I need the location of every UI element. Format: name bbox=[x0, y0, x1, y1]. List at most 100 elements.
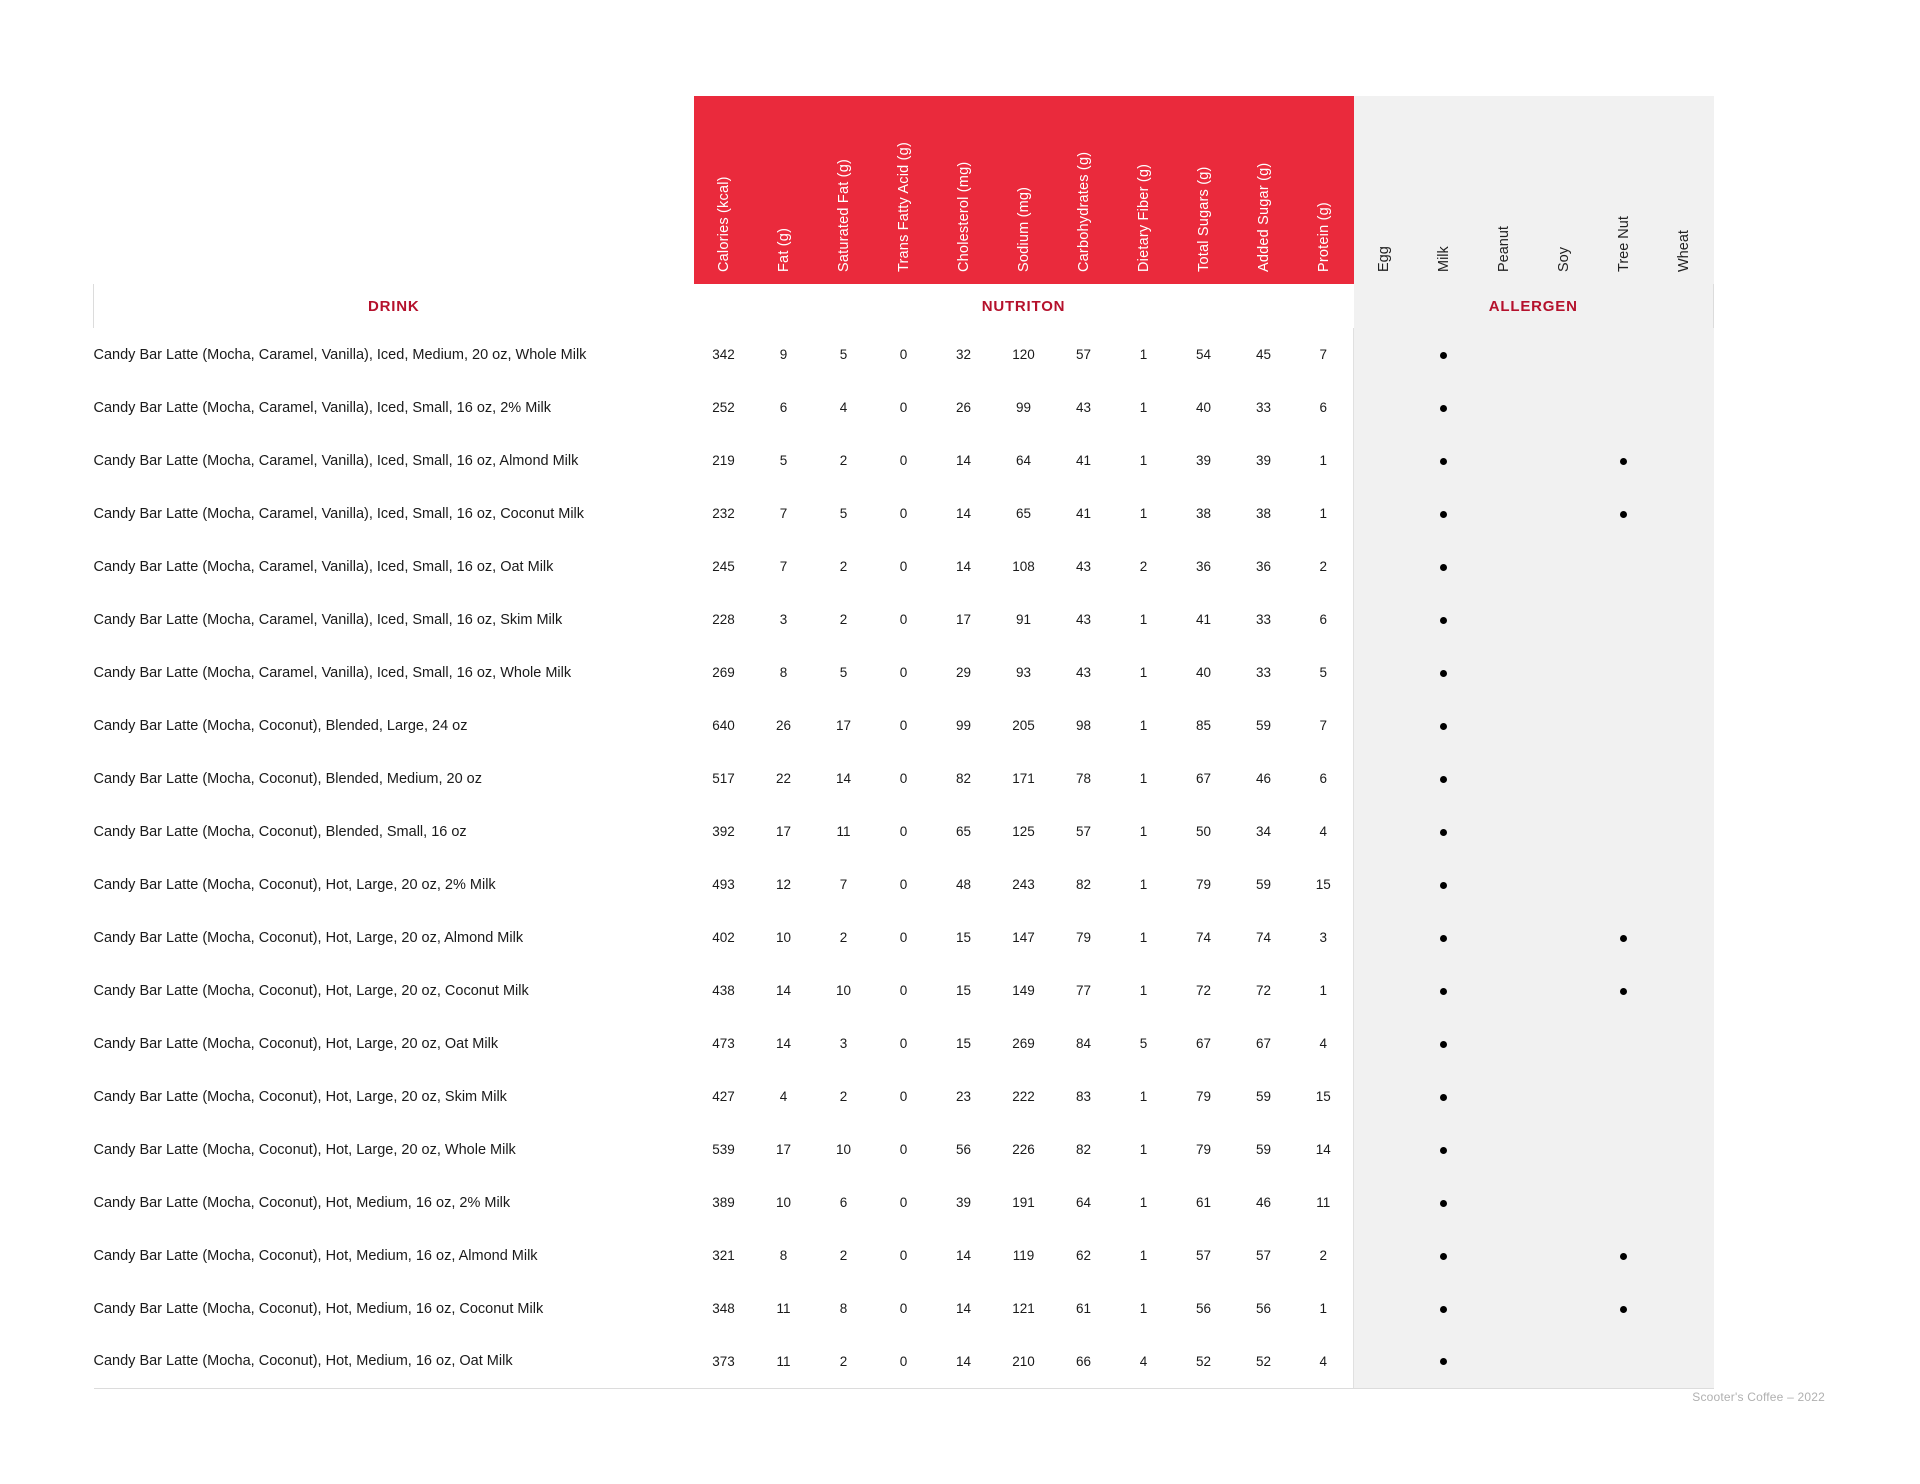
nutrition-value-cell: 4 bbox=[1293, 805, 1354, 858]
allergen-dot-icon bbox=[1440, 1040, 1447, 1048]
nutrition-value-cell: 3 bbox=[1293, 911, 1354, 964]
nutrition-value-cell: 205 bbox=[993, 699, 1054, 752]
allergen-cell bbox=[1533, 1123, 1594, 1176]
allergen-cell bbox=[1353, 328, 1414, 381]
nutrition-value-cell: 0 bbox=[873, 1017, 934, 1070]
allergen-cell bbox=[1593, 381, 1654, 434]
allergen-cell bbox=[1473, 1282, 1534, 1335]
nutrition-value-cell: 1 bbox=[1293, 1282, 1354, 1335]
table-row: Candy Bar Latte (Mocha, Caramel, Vanilla… bbox=[93, 646, 1714, 699]
allergen-cell bbox=[1353, 540, 1414, 593]
allergen-cell bbox=[1653, 328, 1714, 381]
allergen-cell bbox=[1413, 434, 1474, 487]
allergen-cell bbox=[1533, 487, 1594, 540]
nutrition-value-cell: 8 bbox=[753, 646, 814, 699]
nutrition-value-cell: 8 bbox=[753, 1229, 814, 1282]
allergen-cell bbox=[1593, 593, 1654, 646]
nutrition-value-cell: 7 bbox=[813, 858, 874, 911]
nutrition-value-cell: 83 bbox=[1053, 1070, 1114, 1123]
nutrition-value-cell: 640 bbox=[693, 699, 754, 752]
allergen-dot-icon bbox=[1440, 1199, 1447, 1207]
allergen-cell bbox=[1413, 646, 1474, 699]
allergen-cell bbox=[1533, 858, 1594, 911]
nutrition-value-cell: 57 bbox=[1173, 1229, 1234, 1282]
nutrition-value-cell: 33 bbox=[1233, 381, 1294, 434]
nutrition-value-cell: 6 bbox=[1293, 752, 1354, 805]
nutrition-value-cell: 41 bbox=[1173, 593, 1234, 646]
nutrition-value-cell: 5 bbox=[813, 646, 874, 699]
allergen-cell bbox=[1653, 1070, 1714, 1123]
nutrition-value-cell: 539 bbox=[693, 1123, 754, 1176]
allergen-cell bbox=[1413, 752, 1474, 805]
nutrition-value-cell: 1 bbox=[1113, 1229, 1174, 1282]
nutrition-value-cell: 79 bbox=[1173, 858, 1234, 911]
nutrition-value-cell: 321 bbox=[693, 1229, 754, 1282]
col-header-saturated-fat: Saturated Fat (g) bbox=[813, 96, 874, 284]
allergen-cell bbox=[1653, 805, 1714, 858]
allergen-cell bbox=[1473, 646, 1534, 699]
drink-name-cell: Candy Bar Latte (Mocha, Coconut), Hot, L… bbox=[93, 1070, 694, 1123]
nutrition-value-cell: 64 bbox=[993, 434, 1054, 487]
nutrition-value-cell: 36 bbox=[1233, 540, 1294, 593]
allergen-cell bbox=[1653, 646, 1714, 699]
nutrition-value-cell: 85 bbox=[1173, 699, 1234, 752]
nutrition-value-cell: 78 bbox=[1053, 752, 1114, 805]
section-label-allergen: ALLERGEN bbox=[1353, 284, 1714, 328]
drink-name-cell: Candy Bar Latte (Mocha, Coconut), Blende… bbox=[93, 699, 694, 752]
col-header-soy: Soy bbox=[1533, 96, 1594, 284]
drink-name-cell: Candy Bar Latte (Mocha, Caramel, Vanilla… bbox=[93, 381, 694, 434]
nutrition-value-cell: 17 bbox=[753, 805, 814, 858]
nutrition-value-cell: 232 bbox=[693, 487, 754, 540]
nutrition-value-cell: 2 bbox=[813, 1070, 874, 1123]
nutrition-value-cell: 10 bbox=[813, 964, 874, 1017]
table-row: Candy Bar Latte (Mocha, Coconut), Hot, M… bbox=[93, 1282, 1714, 1335]
col-header-added-sugar: Added Sugar (g) bbox=[1233, 96, 1294, 284]
nutrition-value-cell: 79 bbox=[1053, 911, 1114, 964]
nutrition-value-cell: 1 bbox=[1113, 911, 1174, 964]
allergen-cell bbox=[1593, 1123, 1654, 1176]
nutrition-value-cell: 43 bbox=[1053, 646, 1114, 699]
nutrition-value-cell: 14 bbox=[933, 487, 994, 540]
allergen-cell bbox=[1593, 699, 1654, 752]
nutrition-value-cell: 46 bbox=[1233, 752, 1294, 805]
drink-name-cell: Candy Bar Latte (Mocha, Coconut), Blende… bbox=[93, 805, 694, 858]
allergen-cell bbox=[1653, 540, 1714, 593]
nutrition-value-cell: 99 bbox=[993, 381, 1054, 434]
nutrition-value-cell: 2 bbox=[813, 434, 874, 487]
nutrition-value-cell: 9 bbox=[753, 328, 814, 381]
nutrition-value-cell: 2 bbox=[813, 1335, 874, 1389]
nutrition-value-cell: 67 bbox=[1173, 1017, 1234, 1070]
nutrition-value-cell: 147 bbox=[993, 911, 1054, 964]
allergen-cell bbox=[1593, 1070, 1654, 1123]
allergen-dot-icon bbox=[1440, 616, 1447, 624]
nutrition-value-cell: 5 bbox=[753, 434, 814, 487]
allergen-dot-icon bbox=[1440, 1358, 1447, 1366]
allergen-cell bbox=[1653, 699, 1714, 752]
col-header-total-sugars: Total Sugars (g) bbox=[1173, 96, 1234, 284]
nutrition-value-cell: 43 bbox=[1053, 593, 1114, 646]
page-footer: Scooter's Coffee – 2022 bbox=[1692, 1390, 1825, 1404]
drink-name-cell: Candy Bar Latte (Mocha, Coconut), Hot, L… bbox=[93, 858, 694, 911]
table-row: Candy Bar Latte (Mocha, Coconut), Blende… bbox=[93, 699, 1714, 752]
nutrition-value-cell: 269 bbox=[993, 1017, 1054, 1070]
nutrition-value-cell: 473 bbox=[693, 1017, 754, 1070]
nutrition-value-cell: 61 bbox=[1053, 1282, 1114, 1335]
nutrition-value-cell: 33 bbox=[1233, 646, 1294, 699]
nutrition-value-cell: 0 bbox=[873, 1176, 934, 1229]
nutrition-value-cell: 210 bbox=[993, 1335, 1054, 1389]
table-row: Candy Bar Latte (Mocha, Coconut), Hot, L… bbox=[93, 1070, 1714, 1123]
nutrition-value-cell: 82 bbox=[1053, 858, 1114, 911]
nutrition-value-cell: 219 bbox=[693, 434, 754, 487]
nutrition-value-cell: 14 bbox=[753, 964, 814, 1017]
allergen-cell bbox=[1473, 964, 1534, 1017]
nutrition-value-cell: 67 bbox=[1173, 752, 1234, 805]
allergen-dot-icon bbox=[1440, 1305, 1447, 1313]
nutrition-value-cell: 11 bbox=[1293, 1176, 1354, 1229]
nutrition-value-cell: 0 bbox=[873, 1282, 934, 1335]
col-header-milk: Milk bbox=[1413, 96, 1474, 284]
nutrition-value-cell: 29 bbox=[933, 646, 994, 699]
nutrition-value-cell: 26 bbox=[933, 381, 994, 434]
nutrition-value-cell: 222 bbox=[993, 1070, 1054, 1123]
allergen-cell bbox=[1533, 540, 1594, 593]
nutrition-value-cell: 59 bbox=[1233, 1123, 1294, 1176]
